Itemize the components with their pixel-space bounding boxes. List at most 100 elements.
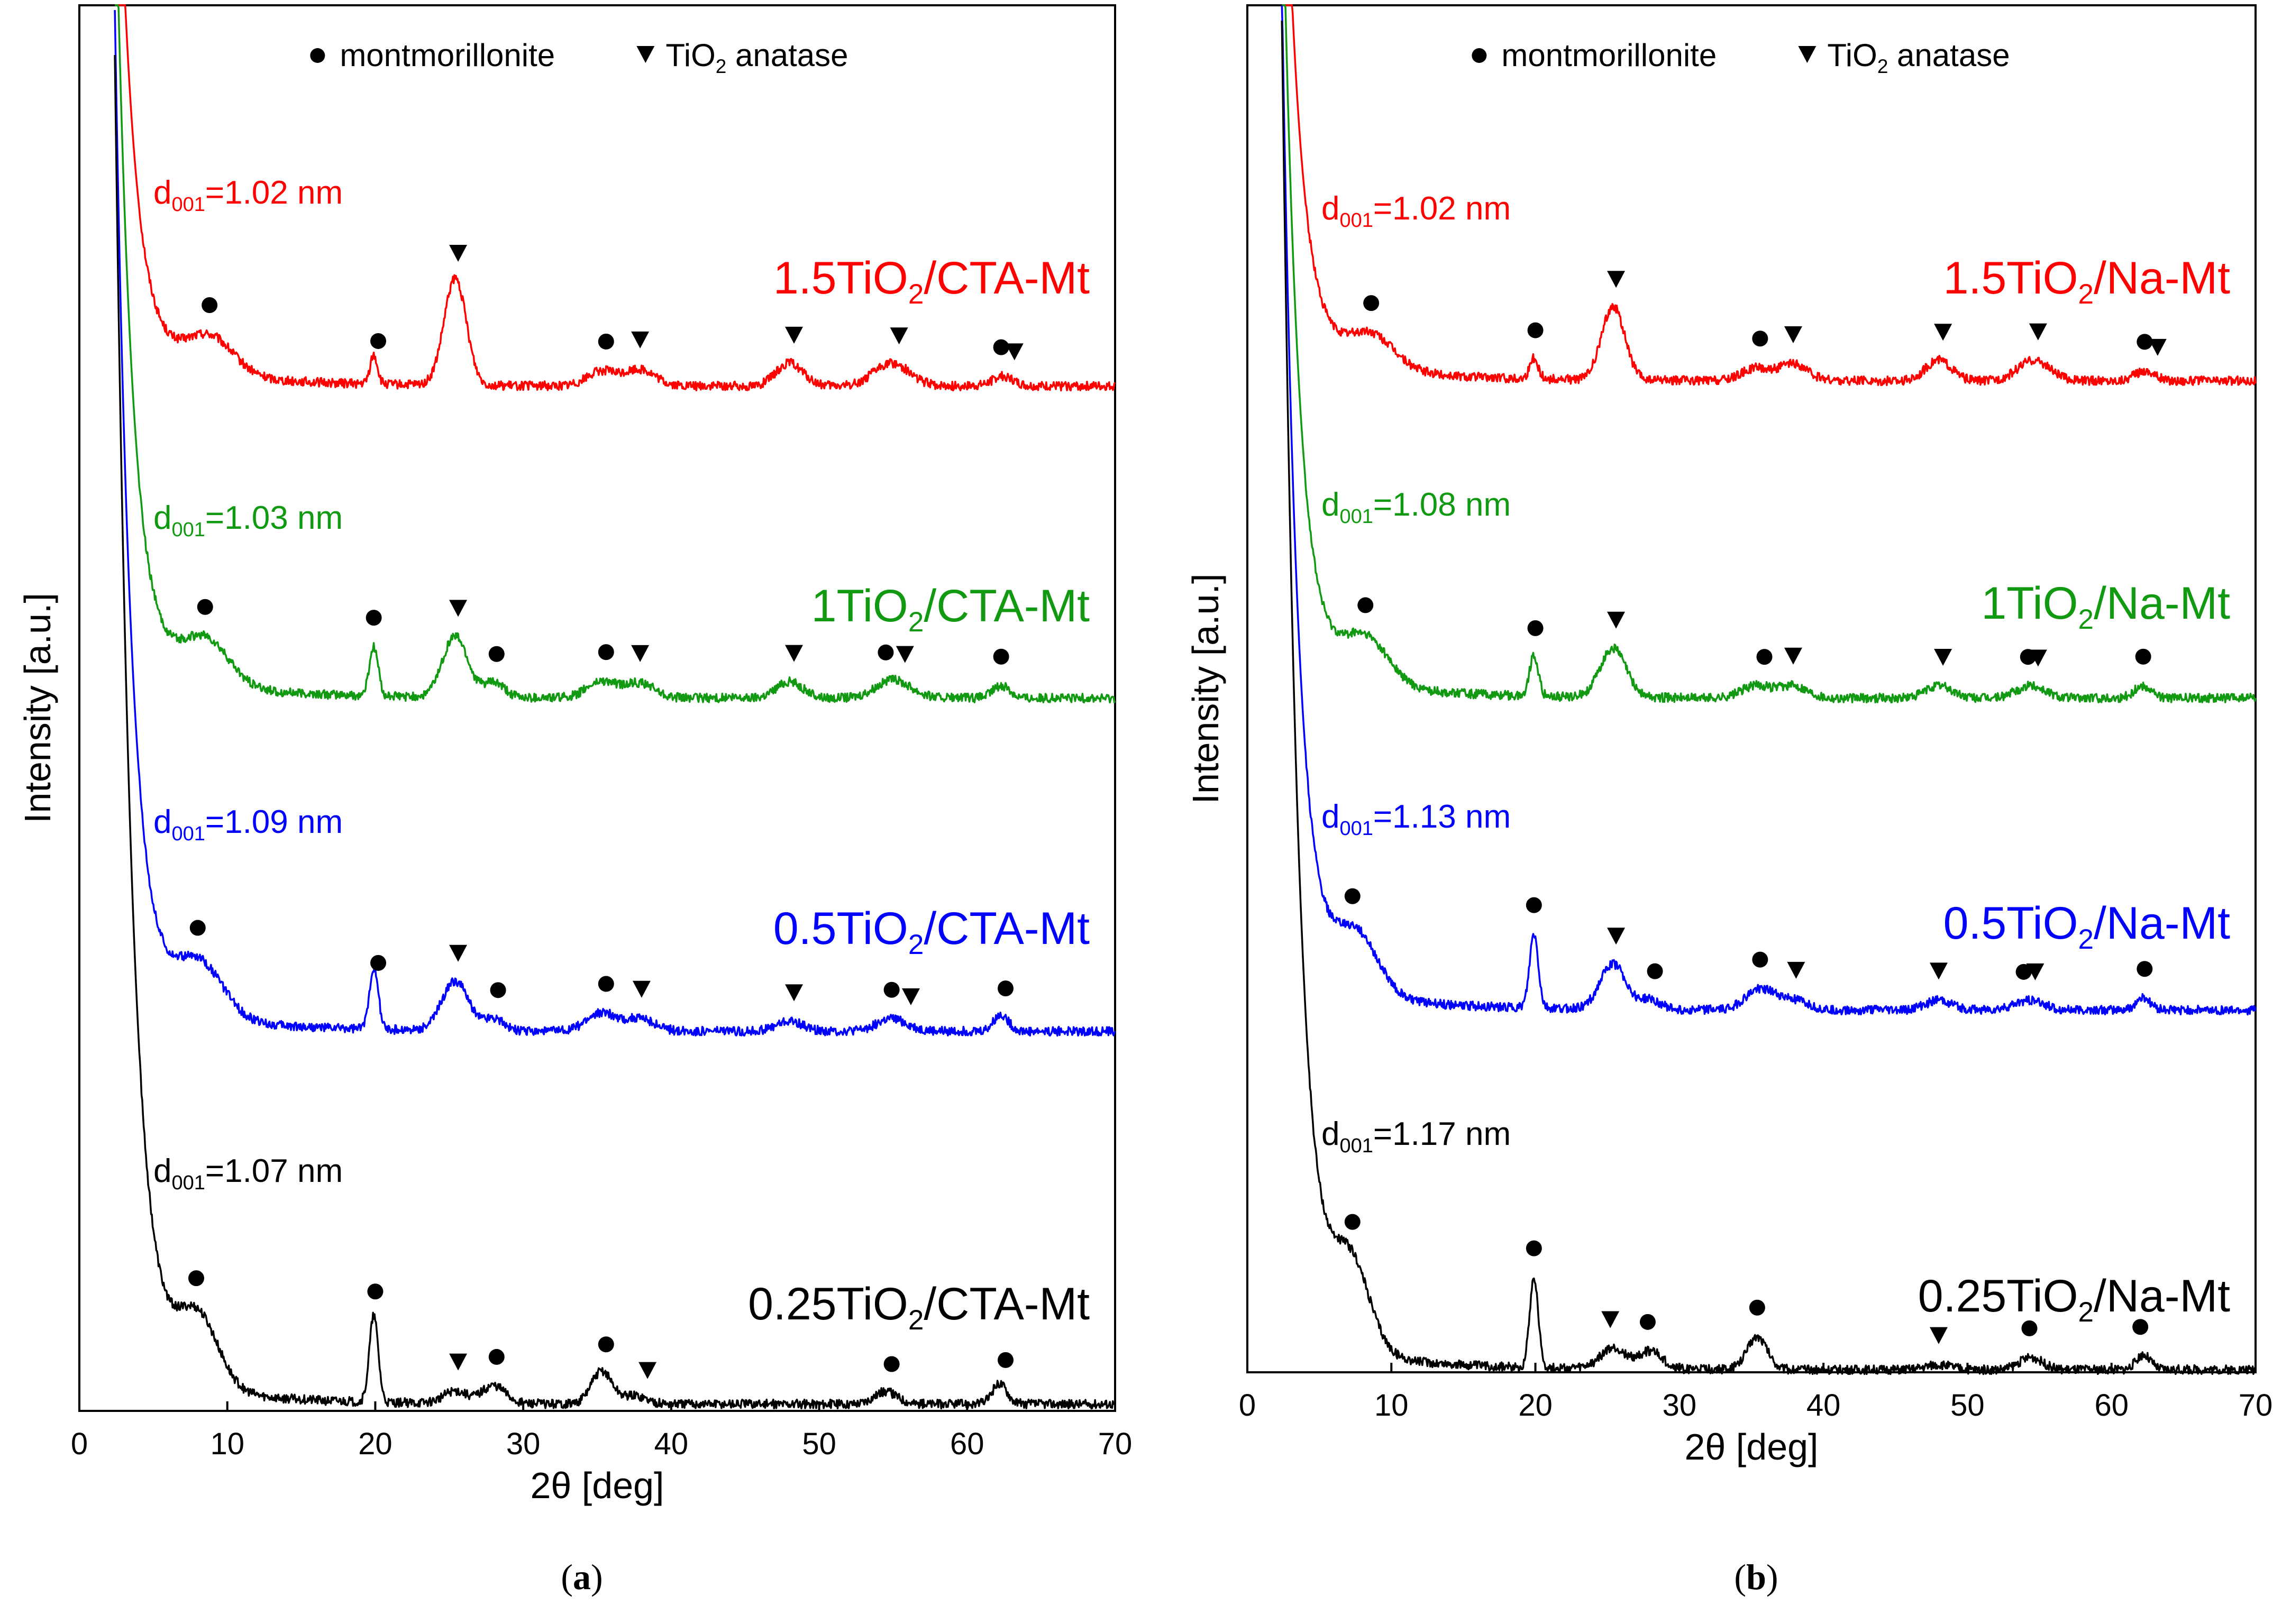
- montmorillonite-marker: [2132, 1319, 2149, 1335]
- d001-label-sub: 001: [171, 194, 205, 216]
- montmorillonite-marker: [998, 980, 1014, 997]
- anatase-marker: [449, 944, 468, 962]
- d001-label-main: d: [153, 500, 171, 536]
- montmorillonite-marker: [488, 646, 505, 662]
- x-tick-label: 10: [1374, 1388, 1409, 1423]
- anatase-marker: [1787, 961, 1805, 979]
- montmorillonite-marker: [1344, 1214, 1361, 1230]
- montmorillonite-marker: [1752, 331, 1768, 347]
- montmorillonite-marker: [883, 981, 900, 998]
- montmorillonite-marker: [2015, 964, 2032, 980]
- montmorillonite-marker: [998, 1352, 1014, 1368]
- d001-label: d001=1.17 nm: [1321, 1116, 1511, 1157]
- anatase-marker: [2029, 323, 2047, 341]
- d001-label-sub: 001: [1339, 818, 1373, 840]
- montmorillonite-marker: [2137, 961, 2153, 977]
- montmorillonite-marker: [1344, 888, 1361, 904]
- montmorillonite-marker: [598, 644, 614, 660]
- anatase-marker: [449, 600, 468, 617]
- series-line-1TiO2/Na-Mt: [1281, 4, 2257, 704]
- montmorillonite-marker: [488, 1348, 505, 1365]
- legend-tio2-anatase-rest: anatase: [726, 38, 848, 73]
- anatase-marker: [1784, 326, 1802, 344]
- plot-frame: [78, 4, 1116, 1412]
- x-tick-label: 40: [1806, 1388, 1841, 1423]
- legend-tio2-anatase-sub: 2: [1877, 56, 1888, 77]
- montmorillonite-marker: [1526, 1240, 1542, 1256]
- x-tick-label: 40: [654, 1427, 689, 1461]
- series-label-sub: 2: [908, 929, 924, 960]
- anatase-marker: [785, 645, 804, 662]
- legend-tio2-anatase-main: TiO: [665, 38, 715, 73]
- y-axis-label: Intensity [a.u.]: [17, 593, 58, 823]
- x-tick-label: 20: [358, 1427, 393, 1461]
- anatase-marker: [631, 331, 650, 348]
- montmorillonite-marker: [1639, 1314, 1656, 1330]
- montmorillonite-marker: [189, 920, 206, 936]
- series-line-0.25TiO2/CTA-Mt: [114, 55, 1116, 1410]
- anatase-marker: [2026, 963, 2044, 980]
- chart-panel-b: 0 10 20 30 40 50 60 70 2θ [deg] Intensity [a.u.] m…: [1185, 4, 2273, 1597]
- d001-label: d001=1.03 nm: [153, 500, 343, 541]
- series-label-sub: 2: [908, 279, 924, 310]
- d001-label-rest: =1.02 nm: [205, 175, 343, 211]
- d001-label-main: d: [1321, 799, 1339, 835]
- anatase-marker: [632, 980, 651, 998]
- x-tick-label: 30: [1663, 1388, 1697, 1423]
- anatase-marker: [1607, 271, 1626, 288]
- anatase-marker: [449, 1353, 468, 1371]
- series-label: 0.25TiO2/Na-Mt: [1918, 1271, 2230, 1328]
- series-line-1TiO2/CTA-Mt: [114, 4, 1116, 704]
- montmorillonite-marker: [490, 982, 506, 998]
- montmorillonite-marker: [1749, 1299, 1765, 1316]
- d001-label: d001=1.02 nm: [153, 175, 343, 216]
- caption-open-paren: (: [1734, 1557, 1746, 1597]
- x-tick-label: 0: [1239, 1388, 1256, 1423]
- series-label-sub: 2: [908, 607, 924, 638]
- series-label-rest: /Na-Mt: [2094, 578, 2230, 629]
- montmorillonite-marker: [202, 297, 218, 313]
- series-label-sub: 2: [908, 1305, 924, 1336]
- x-tick-label: 60: [950, 1427, 984, 1461]
- x-tick-label: 30: [506, 1427, 541, 1461]
- legend-circle-icon: [310, 48, 325, 63]
- series-label: 0.25TiO2/CTA-Mt: [748, 1279, 1090, 1336]
- d001-label-sub: 001: [171, 1172, 205, 1194]
- d001-label-sub: 001: [1339, 209, 1373, 232]
- montmorillonite-marker: [993, 339, 1009, 355]
- series-label-rest: /CTA-Mt: [924, 1279, 1090, 1329]
- x-tick-label: 70: [2239, 1388, 2273, 1423]
- d001-label-rest: =1.17 nm: [1373, 1116, 1511, 1152]
- montmorillonite-marker: [367, 1283, 384, 1300]
- series-label-sub: 2: [2078, 604, 2094, 635]
- series-label: 1.5TiO2/Na-Mt: [1943, 253, 2230, 310]
- y-axis-label: Intensity [a.u.]: [1185, 574, 1226, 804]
- anatase-marker: [1929, 1327, 1948, 1344]
- x-tick-label: 50: [802, 1427, 836, 1461]
- x-tick-label: 10: [210, 1427, 244, 1461]
- montmorillonite-marker: [197, 599, 213, 615]
- caption-close-paren: ): [591, 1557, 603, 1597]
- anatase-marker: [785, 984, 804, 1002]
- series-label: 1TiO2/CTA-Mt: [811, 581, 1090, 638]
- x-tick-label: 0: [71, 1427, 88, 1461]
- series-label: 0.5TiO2/Na-Mt: [1943, 898, 2230, 955]
- anatase-marker: [2029, 649, 2047, 667]
- d001-label-sub: 001: [1339, 506, 1373, 528]
- d001-label-sub: 001: [1339, 1135, 1373, 1157]
- series-line-0.5TiO2/Na-Mt: [1281, 5, 2257, 1016]
- anatase-marker: [896, 646, 914, 663]
- d001-label: d001=1.07 nm: [153, 1153, 343, 1194]
- montmorillonite-marker: [598, 976, 614, 992]
- anatase-marker: [901, 988, 920, 1006]
- d001-label-rest: =1.03 nm: [205, 500, 343, 536]
- anatase-marker: [1607, 611, 1626, 629]
- anatase-marker: [785, 326, 804, 344]
- montmorillonite-marker: [366, 610, 382, 626]
- series-label-sub: 2: [2078, 1297, 2094, 1328]
- series-label: 0.5TiO2/CTA-Mt: [773, 903, 1090, 960]
